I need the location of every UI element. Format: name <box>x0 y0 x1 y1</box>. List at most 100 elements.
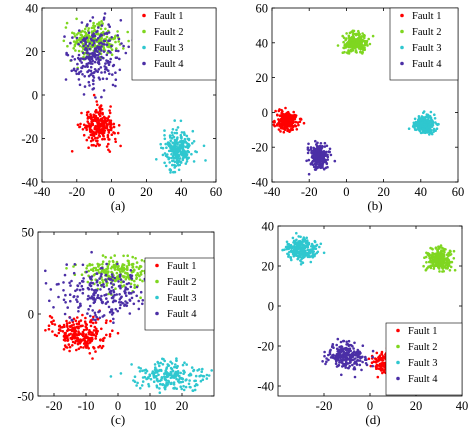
data-point <box>345 356 348 359</box>
data-point <box>335 343 339 347</box>
data-point <box>289 243 293 247</box>
data-point <box>369 364 373 368</box>
data-point <box>436 255 440 259</box>
data-point <box>324 160 328 163</box>
data-point <box>89 19 92 23</box>
data-point <box>425 268 428 271</box>
data-point <box>119 372 123 375</box>
data-point <box>92 79 95 82</box>
data-point <box>292 245 295 248</box>
data-point <box>44 269 47 273</box>
data-point <box>311 159 315 163</box>
data-point <box>79 319 83 322</box>
data-point <box>413 117 417 121</box>
data-point <box>96 283 100 287</box>
y-tick-label: 0 <box>262 106 268 120</box>
legend-label: Fault 3 <box>408 358 437 369</box>
data-point <box>121 301 124 305</box>
data-point <box>78 29 81 32</box>
data-point <box>315 155 319 158</box>
data-point <box>100 71 103 74</box>
data-point <box>348 364 352 368</box>
data-point <box>105 77 109 81</box>
data-point <box>83 65 87 68</box>
data-point <box>164 142 167 146</box>
data-point <box>432 130 435 133</box>
data-point <box>354 361 358 365</box>
data-point <box>182 144 185 147</box>
data-point <box>128 277 131 281</box>
data-point <box>140 269 144 273</box>
data-point <box>163 137 167 141</box>
data-point <box>346 343 349 346</box>
data-point <box>344 45 347 48</box>
data-point <box>363 36 366 40</box>
data-point <box>88 339 92 342</box>
data-point <box>342 40 345 44</box>
data-point <box>132 379 135 382</box>
data-point <box>87 308 90 311</box>
x-tick-label: 60 <box>210 185 223 199</box>
data-point <box>101 77 105 80</box>
data-point <box>77 42 80 46</box>
data-point <box>183 151 187 155</box>
data-point <box>93 311 97 315</box>
data-point <box>447 254 450 257</box>
data-point <box>421 125 425 128</box>
data-point <box>82 123 86 127</box>
data-point <box>97 345 100 349</box>
data-point <box>307 149 311 152</box>
data-point <box>105 319 108 322</box>
data-point <box>325 162 329 166</box>
data-point <box>84 316 87 320</box>
data-point <box>99 298 103 302</box>
data-point <box>438 260 441 264</box>
data-point <box>118 273 122 277</box>
data-point <box>98 281 102 284</box>
data-point <box>361 344 365 348</box>
data-point <box>174 150 178 153</box>
data-point <box>71 31 74 35</box>
data-point <box>77 49 81 53</box>
data-point <box>336 364 340 368</box>
data-point <box>119 286 122 290</box>
data-point <box>77 322 81 326</box>
data-point <box>100 294 103 298</box>
data-point <box>117 280 120 283</box>
data-point <box>343 354 347 357</box>
data-point <box>110 53 114 56</box>
data-point <box>351 363 354 367</box>
data-point <box>281 115 285 119</box>
data-point <box>116 262 119 266</box>
data-point <box>97 62 101 66</box>
data-point <box>429 257 432 260</box>
data-point <box>201 378 205 382</box>
data-point <box>86 29 90 32</box>
data-point <box>102 18 106 21</box>
data-point <box>303 246 307 250</box>
data-point <box>129 282 133 286</box>
x-tick-label: 20 <box>176 399 189 413</box>
data-point <box>176 146 180 149</box>
data-point <box>91 132 94 136</box>
legend-box <box>131 7 217 81</box>
legend-marker <box>396 360 400 365</box>
data-point <box>67 333 71 336</box>
data-point <box>278 120 281 124</box>
data-point <box>85 126 88 130</box>
data-point <box>130 363 133 366</box>
data-point <box>86 297 90 301</box>
data-point <box>92 32 95 35</box>
data-point <box>82 93 86 96</box>
data-point <box>313 245 316 248</box>
data-point <box>114 137 117 141</box>
data-point <box>67 343 71 346</box>
data-point <box>350 49 353 52</box>
data-point <box>90 143 94 147</box>
data-point <box>286 121 290 125</box>
data-point <box>190 366 194 369</box>
series-fault-1 <box>272 106 306 134</box>
data-point <box>104 302 108 305</box>
data-point <box>453 268 457 272</box>
